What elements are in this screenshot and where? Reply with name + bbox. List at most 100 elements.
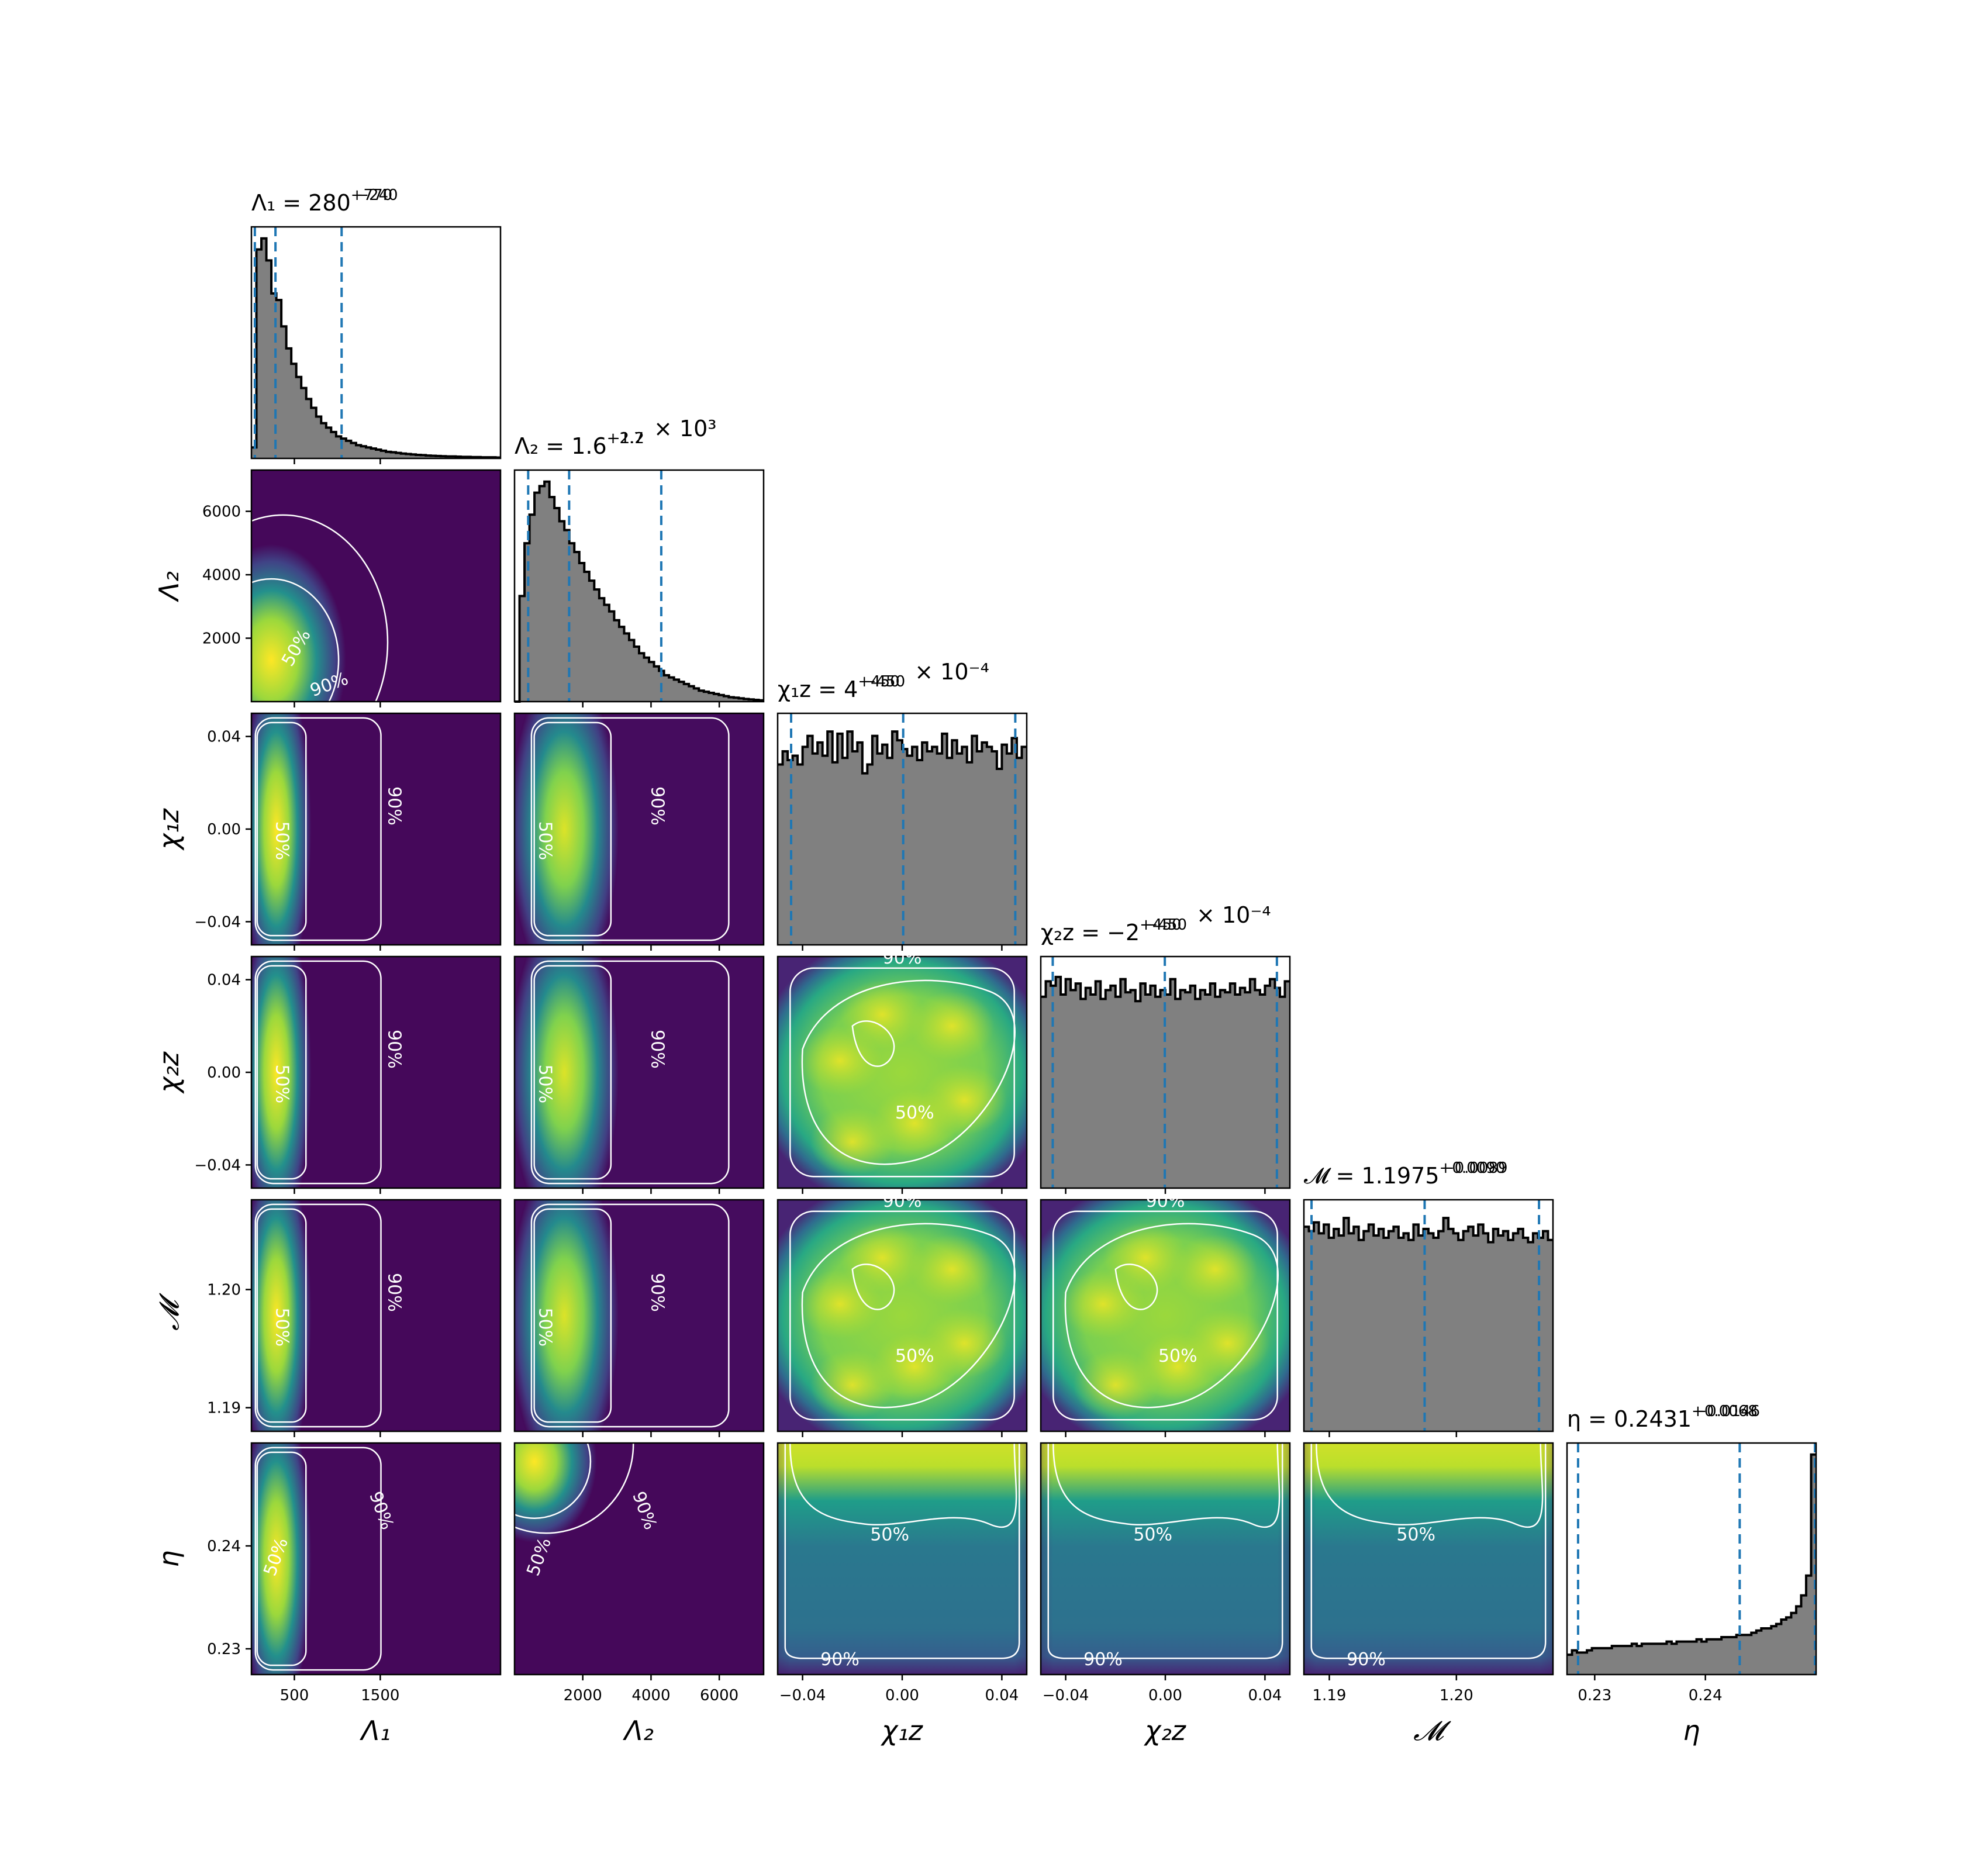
contour-90 [254, 960, 382, 1185]
contours [254, 1447, 382, 1671]
y-tick-label: 6000 [202, 503, 241, 521]
contours [530, 717, 730, 941]
contour-label: 50% [1396, 1524, 1435, 1545]
panel-chi1z-vs-Mc [778, 1200, 1027, 1431]
panel-Mc-vs-eta [1304, 1443, 1553, 1675]
contour-label: 50% [272, 1307, 292, 1347]
x-tick-label: 1500 [361, 1687, 399, 1704]
contour-label: 90% [384, 1273, 404, 1312]
contour-label: 50% [272, 821, 292, 860]
contour-label: 50% [535, 1307, 555, 1347]
axes-frame [1303, 1442, 1554, 1676]
panel-L1-vs-chi1z [251, 713, 501, 945]
contours [530, 960, 730, 1185]
x-axis-label-L2: Λ₂ [623, 1715, 654, 1746]
x-tick-label: 4000 [631, 1687, 670, 1704]
hist-fill [1304, 1218, 1553, 1431]
axes-frame [513, 712, 765, 946]
contours [254, 1203, 382, 1428]
contour-label: 90% [883, 1191, 922, 1211]
axes-frame [513, 1199, 765, 1432]
contour-50 [251, 578, 340, 702]
x-tick-label: 0.04 [1248, 1687, 1282, 1704]
x-tick-label: 0.24 [1689, 1687, 1723, 1704]
contour-label: 90% [647, 1030, 667, 1069]
text-layer: 500 1500 Λ₁ 2000 4000 6000 Λ₂ −0.04 0.00 0.04 χ₁z −… [153, 187, 1760, 1746]
x-tick-label: 0.04 [985, 1687, 1019, 1704]
hist-step [515, 480, 764, 703]
contour-label: 50% [1133, 1524, 1172, 1545]
axes-frame [513, 955, 765, 1189]
contours [1310, 1443, 1547, 1659]
x-axis-label-chi2z: χ₂z [1143, 1715, 1186, 1746]
title-eta: η = 0.2431+0.0068−0.0146 [1567, 1403, 1760, 1432]
contour-label: 90% [820, 1649, 860, 1670]
contour-50-inner [1114, 1264, 1158, 1310]
frame-layer [246, 226, 1817, 1680]
histogram-Mc [1304, 1200, 1553, 1431]
y-tick-label: 2000 [202, 630, 241, 648]
contour-90 [530, 960, 730, 1185]
y-tick-label: −0.04 [194, 913, 241, 931]
contour-50 [801, 979, 1016, 1165]
contour-50 [533, 722, 612, 937]
x-axis-label-eta: η [1683, 1715, 1700, 1746]
contour-label: 90% [1347, 1649, 1386, 1670]
x-tick-label: 6000 [700, 1687, 738, 1704]
contour-label: 90% [647, 786, 667, 826]
contour-50 [533, 965, 612, 1180]
y-tick-label: 0.04 [207, 972, 241, 989]
title-Mc: 𝓜 = 1.1975+0.0090−0.0089 [1304, 1159, 1508, 1189]
histogram-chi1z [778, 713, 1027, 945]
contour-label: 90% [1146, 1191, 1185, 1211]
hist-step [251, 237, 501, 459]
axes-frame [250, 469, 502, 703]
contours [530, 1203, 730, 1428]
axes-frame [513, 1442, 765, 1676]
y-axis-label-chi2z: χ₂z [153, 1051, 185, 1095]
y-axis-label-Mc: 𝓜 [153, 1293, 185, 1331]
title-chi1z: χ₁z = 4+450−450 × 10⁻⁴ [778, 659, 989, 702]
axes-frame [1303, 1199, 1554, 1432]
x-tick-label: 500 [280, 1687, 309, 1704]
x-axis-label-chi1z: χ₁z [880, 1715, 923, 1746]
x-tick-label: 0.00 [885, 1687, 919, 1704]
y-tick-label: −0.04 [194, 1157, 241, 1174]
panel-chi2z-vs-eta [1041, 1443, 1290, 1675]
contour-50-inner [851, 1020, 895, 1067]
x-tick-label: 1.19 [1313, 1687, 1347, 1704]
y-tick-label: 0.04 [207, 729, 241, 746]
contour-label: 50% [870, 1524, 909, 1545]
contour-90 [530, 1203, 730, 1428]
hist-step [1304, 1217, 1553, 1244]
histogram-eta [1567, 1443, 1817, 1675]
panel-chi2z-vs-Mc [1041, 1200, 1290, 1431]
axes-frame [250, 1199, 502, 1432]
axes-frame [250, 226, 502, 460]
contour-label: 90% [384, 1030, 404, 1069]
x-tick-label: −0.04 [1043, 1687, 1089, 1704]
hist-step [1567, 1453, 1816, 1656]
y-axis-label-eta: η [153, 1550, 185, 1567]
contour-50 [256, 1451, 307, 1666]
title-L1: Λ₁ = 280+770−240 [251, 187, 398, 216]
contour-50 [533, 1208, 612, 1423]
y-axis-label-L2: Λ₂ [153, 571, 185, 602]
hist-fill [1567, 1454, 1816, 1675]
y-tick-label: 0.23 [207, 1641, 241, 1658]
x-tick-label: 0.23 [1578, 1687, 1611, 1704]
contour-label: 50% [1158, 1346, 1197, 1366]
contour-50 [1052, 1443, 1281, 1528]
contour-90 [251, 514, 389, 702]
axes-frame [250, 1442, 502, 1676]
contours [515, 1443, 634, 1534]
title-L2: Λ₂ = 1.6+2.7−1.2 × 10³ [515, 416, 717, 459]
x-axis-label-Mc: 𝓜 [1413, 1715, 1451, 1746]
y-tick-label: 0.24 [207, 1538, 241, 1555]
contour-90 [254, 1447, 382, 1671]
axes-frame [1566, 1442, 1817, 1676]
contours [254, 717, 382, 941]
contour-90 [784, 1443, 1020, 1659]
panel-L1-vs-Mc [251, 1200, 501, 1431]
panel-L2-vs-chi2z [515, 957, 764, 1188]
